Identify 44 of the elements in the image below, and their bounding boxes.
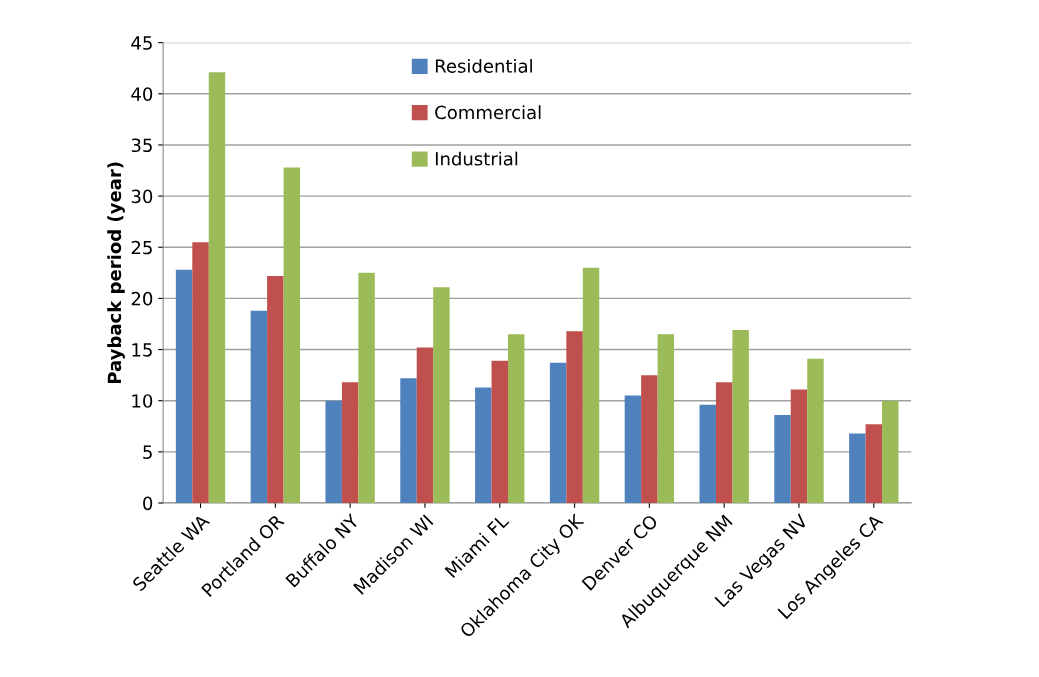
y-tick-label: 40	[131, 87, 153, 101]
bar	[325, 400, 342, 504]
legend-label: Residential	[435, 58, 532, 73]
bar	[475, 387, 492, 504]
bar	[208, 72, 226, 504]
bar	[699, 404, 716, 504]
bar	[491, 360, 508, 504]
y-tick-label: 35	[131, 138, 152, 153]
bar	[774, 415, 791, 504]
y-axis-title: Payback period (year)	[107, 162, 125, 384]
bar	[790, 389, 808, 504]
bar	[341, 382, 359, 504]
bar	[732, 330, 749, 504]
legend-label: Commercial	[435, 105, 541, 120]
y-tick-label: 20	[131, 291, 153, 306]
bar	[715, 382, 733, 504]
bar	[882, 400, 899, 504]
bar	[507, 334, 525, 504]
bar	[358, 272, 375, 504]
bar	[175, 269, 193, 504]
y-tick-label: 45	[131, 36, 152, 50]
bar	[283, 167, 301, 504]
y-tick-label: 25	[131, 240, 152, 255]
bar	[250, 310, 268, 504]
bar	[807, 358, 824, 504]
y-tick-label: 30	[131, 189, 153, 204]
y-tick-label: 5	[143, 445, 152, 459]
bar	[267, 275, 284, 504]
bar	[849, 433, 866, 504]
bar	[192, 242, 209, 504]
bar	[433, 287, 450, 504]
bar	[641, 375, 658, 504]
bar	[582, 267, 600, 504]
bar	[400, 378, 417, 504]
bar	[566, 331, 583, 504]
y-tick-label: 15	[132, 343, 152, 357]
bar	[657, 334, 675, 504]
bar	[416, 347, 434, 504]
y-tick-label: 0	[143, 496, 153, 511]
legend-label: Industrial	[435, 151, 518, 166]
bar	[865, 424, 883, 504]
bar	[624, 395, 642, 504]
y-tick-label: 10	[132, 394, 153, 408]
bar	[549, 362, 567, 504]
